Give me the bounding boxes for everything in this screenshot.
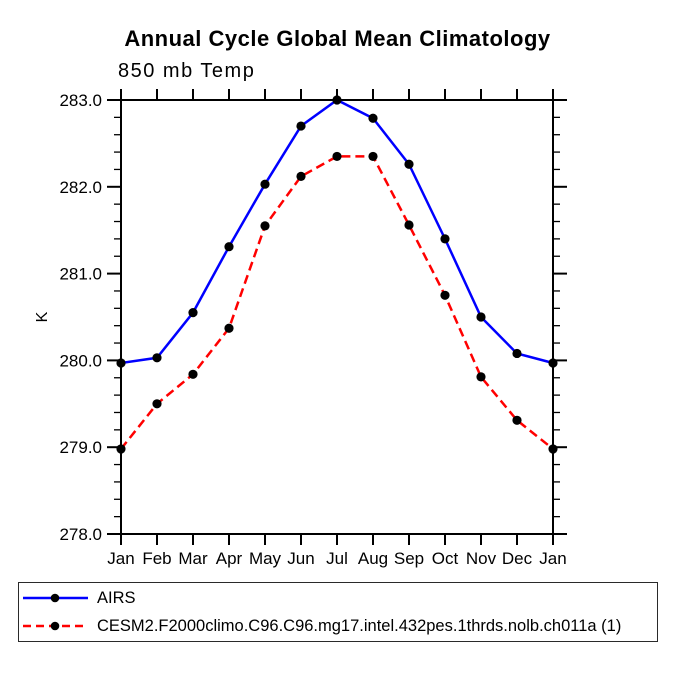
x-tick-label: Nov [466, 549, 497, 568]
data-point-marker [116, 444, 126, 454]
data-point-marker [476, 312, 486, 322]
y-tick-label: 282.0 [59, 178, 102, 197]
legend-line-sample-airs [23, 593, 88, 603]
series-cesm2 [116, 151, 558, 454]
legend-line-sample-cesm2 [23, 621, 88, 631]
data-point-marker [512, 348, 522, 359]
x-tick-label: Aug [358, 549, 388, 568]
data-point-marker [260, 221, 270, 231]
legend-item-cesm2: CESM2.F2000climo.C96.C96.mg17.intel.432p… [19, 612, 657, 640]
legend-marker-icon [50, 593, 60, 603]
legend-marker-icon [50, 621, 60, 631]
data-point-marker [188, 308, 198, 318]
data-point-marker [548, 444, 558, 454]
y-tick-label: 279.0 [59, 438, 102, 457]
x-tick-label: Feb [142, 549, 171, 568]
series-airs [116, 95, 558, 368]
x-tick-label: May [249, 549, 282, 568]
data-point-marker [152, 399, 162, 409]
data-point-marker [260, 179, 270, 189]
chart-subtitle: 850 mb Temp [118, 60, 256, 82]
data-point-marker [548, 358, 558, 368]
data-point-marker [332, 95, 342, 105]
data-point-marker [404, 220, 414, 230]
plot-frame [120, 99, 554, 535]
data-point-marker [332, 151, 342, 162]
x-tick-label: Jul [326, 549, 348, 568]
data-point-marker [296, 121, 306, 131]
data-point-marker [404, 159, 414, 169]
x-tick-label: Jan [107, 549, 134, 568]
y-tick-label: 280.0 [59, 351, 102, 370]
chart-title: Annual Cycle Global Mean Climatology [124, 26, 551, 51]
data-point-marker [368, 151, 378, 162]
legend-label-cesm2: CESM2.F2000climo.C96.C96.mg17.intel.432p… [97, 616, 622, 635]
data-point-marker [368, 113, 378, 123]
x-tick-label: Jan [539, 549, 566, 568]
data-point-marker [224, 323, 234, 333]
legend-box: AIRS CESM2.F2000climo.C96.C96.mg17.intel.… [18, 582, 658, 642]
data-point-marker [440, 290, 450, 300]
data-point-marker [152, 353, 162, 363]
x-tick-label: Mar [178, 549, 208, 568]
x-tick-label: Oct [432, 549, 459, 568]
legend-item-airs: AIRS [19, 584, 657, 612]
data-point-marker [116, 358, 126, 368]
data-point-marker [296, 171, 306, 181]
x-tick-label: Apr [216, 549, 243, 568]
data-point-marker [476, 372, 486, 382]
legend-label-airs: AIRS [97, 588, 136, 607]
y-tick-label: 281.0 [59, 265, 102, 284]
x-axis: Jan Feb Mar Apr May Jun Jul Aug Sep Oct Nov Dec Jan [107, 89, 567, 568]
y-tick-label: 278.0 [59, 525, 102, 544]
x-tick-label: Sep [394, 549, 424, 568]
x-tick-label: Jun [287, 549, 314, 568]
data-point-marker [512, 415, 522, 425]
y-axis: 278.0 279.0 280.0 281.0 282.0 283.0 [59, 91, 567, 544]
data-point-marker [440, 234, 450, 244]
y-axis-label: K [34, 311, 51, 322]
data-point-marker [188, 369, 198, 379]
x-tick-label: Dec [502, 549, 533, 568]
data-point-marker [224, 242, 234, 252]
y-tick-label: 283.0 [59, 91, 102, 110]
